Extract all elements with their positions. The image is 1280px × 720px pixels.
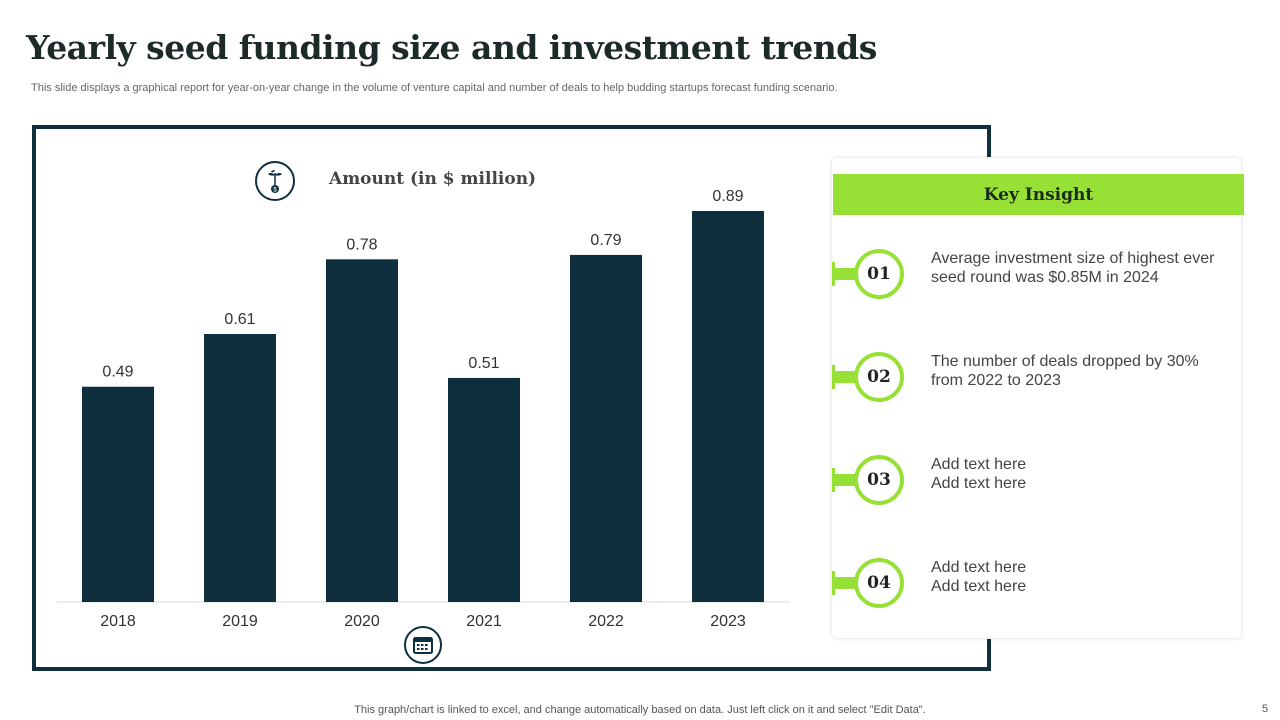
- bar: [204, 334, 276, 602]
- connector: [832, 262, 860, 286]
- bar: [570, 254, 642, 602]
- seedling-money-icon: $: [255, 161, 295, 201]
- data-label: 0.61: [224, 311, 255, 328]
- insight-item: 02 The number of deals dropped by 30% fro…: [832, 352, 1243, 417]
- x-tick-label: 2018: [100, 613, 136, 630]
- insight-item: 03 Add text here Add text here: [832, 455, 1243, 520]
- connector: [832, 468, 860, 492]
- page-title: Yearly seed funding size and investment …: [26, 28, 877, 67]
- data-label: 0.89: [712, 188, 743, 205]
- calendar-icon: [404, 626, 442, 664]
- insight-number: 02: [854, 352, 904, 402]
- x-tick-label: 2022: [588, 613, 624, 630]
- connector: [832, 365, 860, 389]
- data-label: 0.79: [590, 232, 621, 249]
- data-label: 0.51: [468, 355, 499, 372]
- insight-text: Average investment size of highest ever …: [931, 250, 1215, 286]
- page-number: 5: [1262, 703, 1269, 715]
- bar: [82, 386, 154, 602]
- svg-text:$: $: [273, 188, 277, 194]
- chart-title: Amount (in $ million): [329, 169, 537, 189]
- insight-number: 01: [854, 249, 904, 299]
- x-tick-label: 2021: [466, 613, 502, 630]
- insight-item: 01 Average investment size of highest eve…: [832, 249, 1243, 314]
- footer-note: This graph/chart is linked to excel, and…: [354, 704, 926, 716]
- insight-text: Add text here Add text here: [931, 559, 1027, 595]
- bar: [448, 377, 520, 602]
- insight-text: The number of deals dropped by 30% from …: [931, 353, 1199, 389]
- bar: [326, 259, 398, 602]
- x-tick-label: 2023: [710, 613, 746, 630]
- insight-number: 04: [854, 558, 904, 608]
- page-subtitle: This slide displays a graphical report f…: [31, 82, 838, 94]
- connector: [832, 571, 860, 595]
- key-insight-panel: Key Insight 01 Average investment size of…: [831, 157, 1244, 639]
- x-tick-label: 2019: [222, 613, 258, 630]
- x-tick-label: 2020: [344, 613, 380, 630]
- data-label: 0.49: [102, 364, 133, 381]
- insight-item: 04 Add text here Add text here: [832, 558, 1243, 623]
- key-insight-heading: Key Insight: [833, 174, 1244, 215]
- bar: [692, 211, 764, 602]
- insight-number: 03: [854, 455, 904, 505]
- data-label: 0.78: [346, 236, 377, 253]
- insight-text: Add text here Add text here: [931, 456, 1027, 492]
